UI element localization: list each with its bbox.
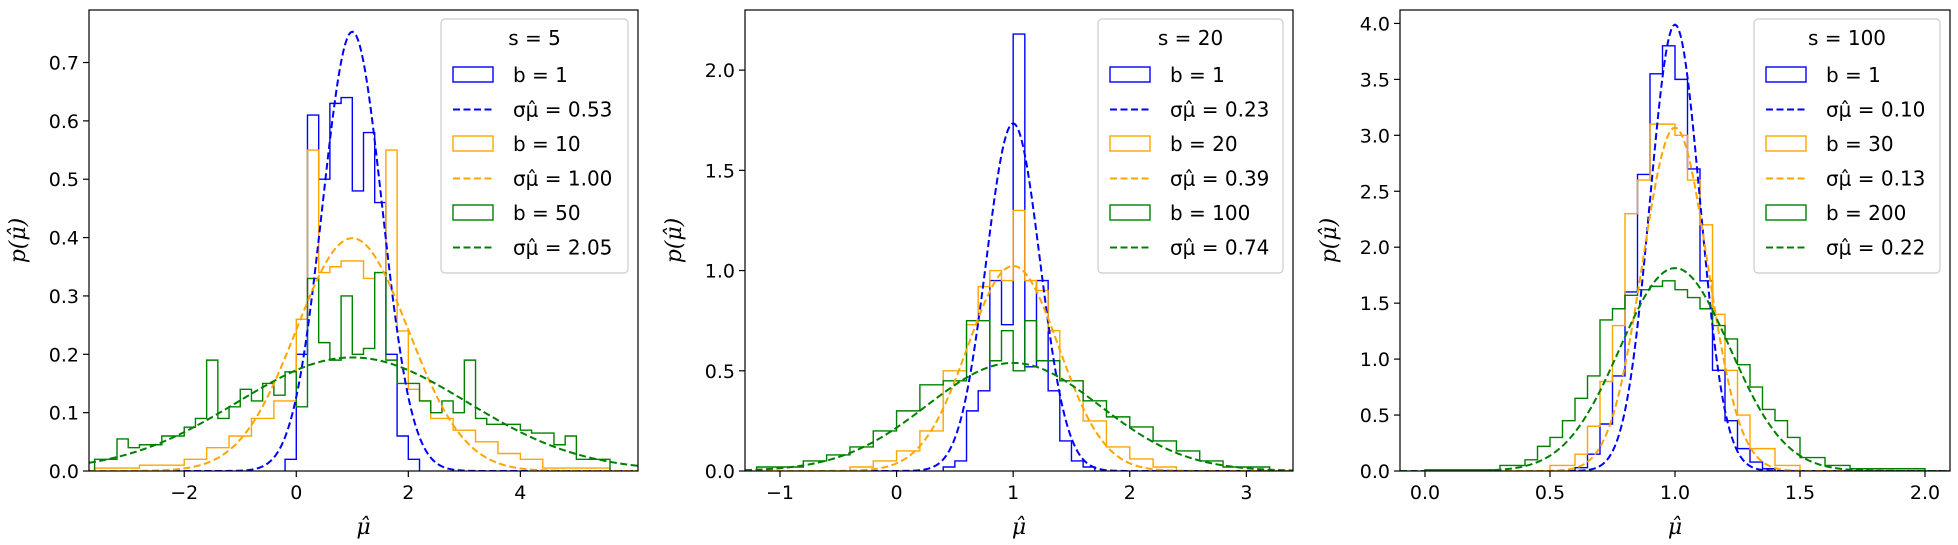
x-tick-label: −1 (766, 482, 794, 504)
y-tick-label: 0.0 (49, 461, 79, 483)
y-axis-label: p(μ̂) (6, 218, 31, 264)
y-tick-label: 1.5 (705, 160, 735, 182)
x-tick-label: 2.0 (1910, 482, 1940, 504)
x-tick-label: 0.5 (1535, 482, 1565, 504)
gaussian-curve-2 (1400, 126, 1950, 471)
x-tick-label: 1.0 (1660, 482, 1690, 504)
y-tick-label: 0.6 (49, 111, 79, 133)
x-axis-label: μ̂ (1668, 515, 1682, 540)
y-tick-label: 0.3 (49, 286, 79, 308)
y-tick-label: 3.0 (1360, 125, 1390, 147)
y-tick-label: 2.0 (1360, 237, 1390, 259)
histogram-series-1 (1574, 45, 1776, 471)
legend-entry-label: σμ̂ = 0.22 (1826, 236, 1925, 260)
x-tick-label: 2 (402, 482, 414, 504)
y-tick-label: 0.7 (49, 53, 79, 75)
x-tick-label: 3 (1240, 482, 1252, 504)
x-tick-label: 0 (891, 482, 903, 504)
y-tick-label: 2.0 (705, 60, 735, 82)
x-tick-label: 0 (290, 482, 302, 504)
y-tick-label: 0.4 (49, 228, 79, 250)
legend-entry-label: σμ̂ = 0.13 (1826, 167, 1925, 191)
gaussian-curve-1 (1400, 23, 1950, 471)
legend-entry-label: b = 30 (1826, 132, 1894, 156)
y-tick-label: 0.0 (1360, 461, 1390, 483)
legend-hist-swatch (1109, 66, 1151, 83)
legend-entry-label: b = 100 (1170, 201, 1250, 225)
plot-area (1400, 23, 1950, 471)
legend-entry-label: b = 50 (513, 201, 581, 225)
y-tick-label: 1.5 (1360, 293, 1390, 315)
x-tick-label: 0.0 (1410, 482, 1440, 504)
x-tick-label: 1.5 (1785, 482, 1815, 504)
histogram-series-3 (755, 319, 1271, 471)
legend-entry-label: b = 200 (1826, 201, 1906, 225)
legend-hist-swatch (452, 135, 494, 152)
legend-hist-swatch (1765, 204, 1807, 221)
y-tick-label: 1.0 (1360, 349, 1390, 371)
legend-entry-label: σμ̂ = 1.00 (513, 167, 612, 191)
histogram-series-1 (284, 96, 421, 471)
panel-s100: 0.0 0.5 1.0 1.5 2.0 0.0 0.5 1.0 1.5 2.0 2.5 3.0 3.5 4… (1317, 9, 1951, 540)
gaussian-curve-3 (1400, 267, 1950, 471)
legend-entry-label: σμ̂ = 0.74 (1170, 236, 1269, 260)
y-tick-label: 2.5 (1360, 181, 1390, 203)
histogram-series-3 (93, 271, 611, 471)
legend-title: s = 20 (1158, 26, 1223, 50)
legend-entry-label: b = 1 (1170, 63, 1225, 87)
axes-frame (88, 9, 639, 472)
legend-entry-label: b = 1 (513, 63, 568, 87)
histogram-series-2 (1549, 123, 1801, 471)
legend-entry-label: σμ̂ = 0.39 (1170, 167, 1269, 191)
y-tick-label: 3.5 (1360, 69, 1390, 91)
legend-hist-swatch (1765, 66, 1807, 83)
legend-hist-swatch (1765, 135, 1807, 152)
axes-frame (744, 9, 1294, 472)
y-tick-label: 0.1 (49, 403, 79, 425)
legend-entry-label: b = 10 (513, 132, 581, 156)
legend-title: s = 100 (1808, 26, 1886, 50)
panel-s5: −2 0 2 4 0.0 0.1 0.2 0.3 0.4 0.5 0.6 0.7 μ̂ p(μ̂) s = … (6, 9, 639, 540)
y-tick-label: 0.0 (705, 461, 735, 483)
legend-entry-label: σμ̂ = 0.53 (513, 98, 612, 122)
legend-entry-label: σμ̂ = 2.05 (513, 236, 612, 260)
y-axis-label: p(μ̂) (1317, 218, 1342, 264)
legend-entry-label: b = 1 (1826, 63, 1881, 87)
y-tick-label: 4.0 (1360, 13, 1390, 35)
legend: s = 20 b = 1 σμ̂ = 0.23 b = 20 σμ̂ = 0.39 b =… (1097, 18, 1284, 274)
gaussian-curve-1 (89, 30, 638, 471)
panel-s20: −1 0 1 2 3 0.0 0.5 1.0 1.5 2.0 μ̂ p(μ̂) s = 20 b = 1 σ… (662, 9, 1294, 540)
histogram-series-1 (942, 33, 1096, 471)
histogram-series-3 (1424, 280, 1926, 471)
y-tick-label: 0.5 (1360, 405, 1390, 427)
y-tick-label: 0.5 (49, 169, 79, 191)
legend: s = 5 b = 1 σμ̂ = 0.53 b = 10 σμ̂ = 1.00 b = … (440, 18, 629, 274)
y-tick-label: 1.0 (705, 261, 735, 283)
legend-hist-swatch (452, 66, 494, 83)
legend-entry-label: σμ̂ = 0.23 (1170, 98, 1269, 122)
legend-title: s = 5 (508, 26, 561, 50)
gaussian-curve-3 (89, 356, 638, 467)
x-tick-label: −2 (170, 482, 198, 504)
legend-hist-swatch (452, 204, 494, 221)
x-tick-label: 1 (1007, 482, 1019, 504)
gaussian-curve-2 (745, 264, 1293, 471)
y-axis-label: p(μ̂) (662, 218, 687, 264)
histogram-series-2 (849, 209, 1178, 471)
legend-entry-label: σμ̂ = 0.10 (1826, 98, 1925, 122)
y-tick-label: 0.2 (49, 344, 79, 366)
gaussian-curve-1 (745, 122, 1293, 471)
x-tick-label: 4 (514, 482, 526, 504)
x-tick-label: 2 (1124, 482, 1136, 504)
legend-hist-swatch (1109, 135, 1151, 152)
x-axis-label: μ̂ (356, 515, 370, 540)
legend-entry-label: b = 20 (1170, 132, 1238, 156)
histogram-series-2 (93, 149, 611, 471)
x-axis-label: μ̂ (1012, 515, 1026, 540)
gaussian-curve-3 (745, 361, 1293, 471)
y-tick-label: 0.5 (705, 361, 735, 383)
legend-hist-swatch (1109, 204, 1151, 221)
legend: s = 100 b = 1 σμ̂ = 0.10 b = 30 σμ̂ = 0.13 b … (1753, 18, 1941, 274)
